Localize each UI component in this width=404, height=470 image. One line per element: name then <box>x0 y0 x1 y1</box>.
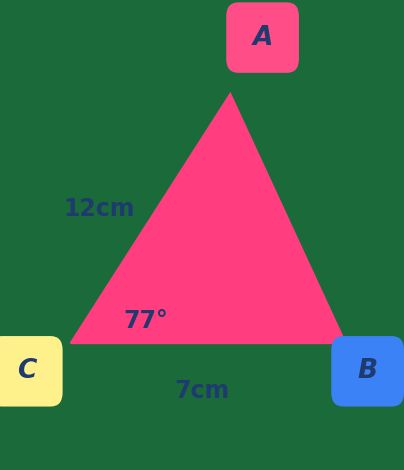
Text: 77°: 77° <box>123 308 168 333</box>
Text: A: A <box>252 24 273 51</box>
FancyBboxPatch shape <box>331 336 404 407</box>
Text: 7cm: 7cm <box>175 379 229 403</box>
Text: C: C <box>17 358 36 384</box>
Polygon shape <box>71 94 345 343</box>
FancyBboxPatch shape <box>0 336 63 407</box>
FancyBboxPatch shape <box>226 2 299 73</box>
Text: B: B <box>358 358 378 384</box>
Text: 12cm: 12cm <box>63 197 135 221</box>
